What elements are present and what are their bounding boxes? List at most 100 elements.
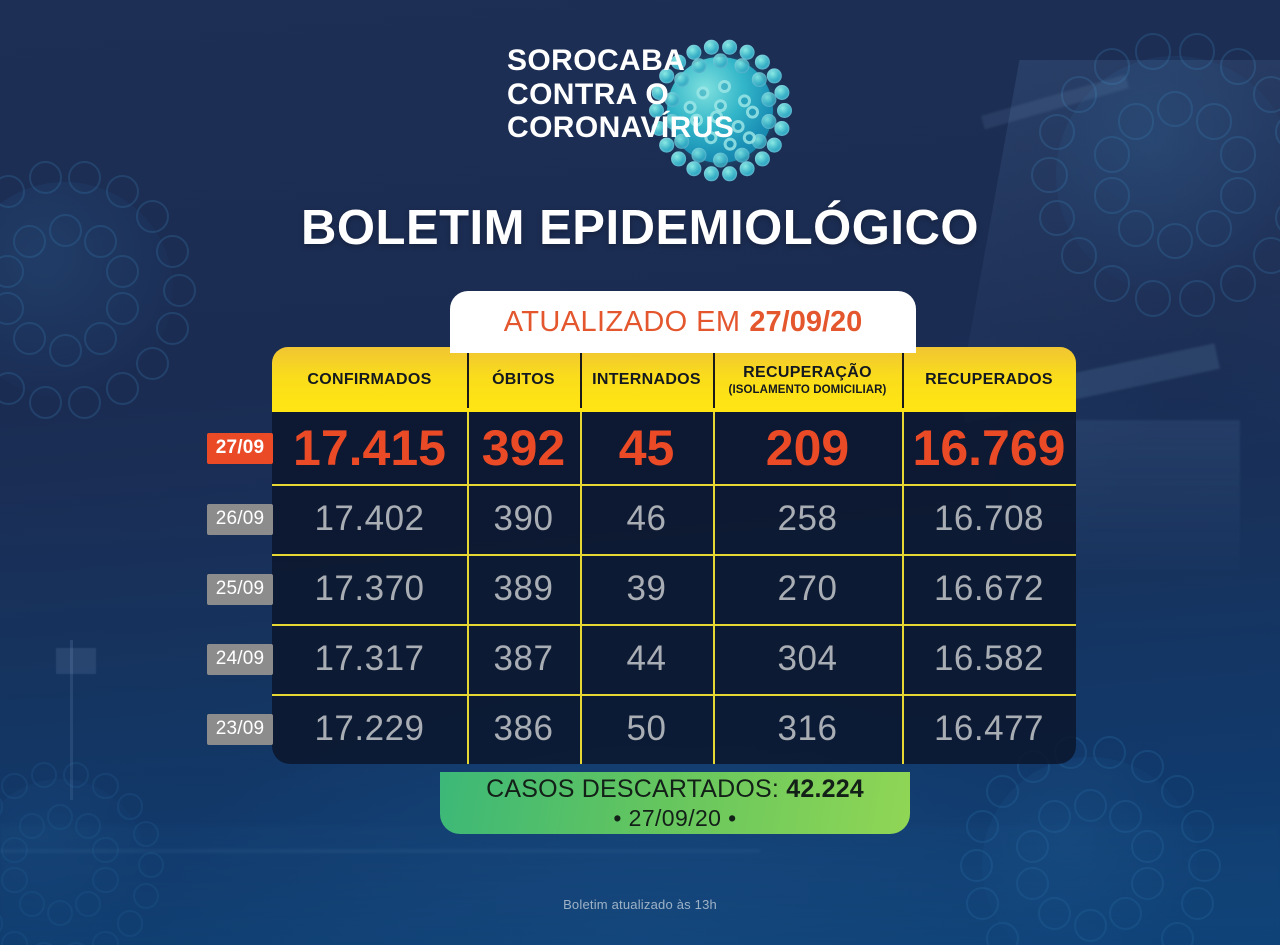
virus-pore bbox=[709, 109, 723, 123]
virus-pore bbox=[731, 119, 745, 133]
cell-obitos: 387 bbox=[467, 621, 580, 697]
virus-spike bbox=[766, 67, 782, 83]
cell-recuperados: 16.582 bbox=[902, 621, 1076, 697]
virus-spike bbox=[0, 910, 4, 937]
virus-spike bbox=[664, 113, 680, 129]
cell-confirmados: 17.229 bbox=[314, 709, 425, 748]
virus-spike bbox=[1135, 280, 1172, 317]
cell-recuperados: 16.769 bbox=[902, 412, 1076, 487]
virus-spike bbox=[132, 820, 159, 847]
virus-spike bbox=[670, 54, 686, 70]
date-badge: 24/09 bbox=[205, 624, 275, 694]
virus-spike bbox=[670, 150, 686, 166]
date-badge-label: 26/09 bbox=[206, 503, 274, 535]
virus-pore bbox=[695, 85, 709, 99]
table-row: 17.415 392 45 209 16.769 bbox=[272, 412, 1076, 487]
background-rail bbox=[0, 849, 760, 853]
table-row: 17.317 387 44 304 16.582 bbox=[272, 621, 1076, 697]
virus-pore bbox=[105, 254, 139, 288]
cell-recuperacao: 258 bbox=[713, 481, 902, 557]
logo-line-2: CONTRA O bbox=[507, 77, 670, 111]
background-flag-pole bbox=[70, 640, 73, 800]
virus-spike bbox=[673, 133, 689, 149]
virus-pore bbox=[1108, 799, 1142, 833]
column-header-internados: INTERNADOS bbox=[580, 347, 713, 412]
virus-spike bbox=[92, 930, 119, 945]
virus-pore bbox=[1, 866, 28, 894]
cell-recuperacao: 270 bbox=[713, 551, 902, 627]
date-badge-label: 25/09 bbox=[206, 573, 274, 605]
column-header-recuperacao: RECUPERAÇÃO (ISOLAMENTO DOMICILIAR) bbox=[713, 347, 902, 412]
virus-spike bbox=[986, 921, 1020, 945]
discarded-cases-banner: CASOS DESCARTADOS: 42.224 • 27/09/20 • bbox=[440, 772, 910, 834]
virus-spike bbox=[1130, 749, 1164, 783]
virus-spike bbox=[1160, 921, 1194, 945]
virus-spike bbox=[966, 809, 1000, 843]
virus-pore bbox=[0, 292, 25, 326]
table-header-row: CONFIRMADOS ÓBITOS INTERNADOS RECUPERAÇÃ… bbox=[272, 347, 1076, 412]
logo-text: SOROCABA CONTRA O CORONAVÍRUS bbox=[507, 44, 734, 145]
virus-spike bbox=[776, 102, 792, 118]
virus-spike bbox=[1, 930, 28, 945]
footer-note: Boletim atualizado às 13h bbox=[563, 897, 717, 912]
date-badge-label: 23/09 bbox=[206, 713, 274, 745]
cell-recuperacao: 304 bbox=[713, 621, 902, 697]
background-virus-watermark-left bbox=[0, 140, 215, 440]
date-badge-today: 27/09 bbox=[205, 412, 275, 484]
cell-recuperados: 16.708 bbox=[902, 481, 1076, 557]
background-virus-watermark-bottom-left bbox=[0, 745, 180, 945]
cell-internados: 39 bbox=[580, 551, 713, 627]
cell-obitos: 390 bbox=[467, 481, 580, 557]
virus-pore bbox=[713, 98, 727, 112]
virus-spike bbox=[959, 848, 993, 882]
virus-pore bbox=[13, 322, 47, 356]
virus-spike bbox=[751, 71, 767, 87]
virus-spike bbox=[116, 793, 144, 820]
virus-spike bbox=[685, 44, 701, 60]
virus-pore bbox=[1038, 799, 1072, 833]
virus-pore bbox=[92, 836, 119, 864]
logo-line-3: CORONAVÍRUS bbox=[507, 111, 735, 145]
virus-pore bbox=[689, 113, 703, 127]
table-row: 17.370 389 39 270 16.672 bbox=[272, 551, 1076, 627]
logo-lockup: SOROCABA CONTRA O CORONAVÍRUS bbox=[0, 22, 1280, 181]
virus-spike bbox=[155, 312, 189, 346]
virus-spike bbox=[1093, 736, 1127, 770]
page-title: BOLETIM EPIDEMIOLÓGICO bbox=[301, 201, 979, 255]
cell-internados: 45 bbox=[580, 412, 713, 487]
virus-spike bbox=[721, 39, 737, 55]
virus-spike bbox=[773, 84, 789, 100]
virus-spike bbox=[1187, 848, 1221, 882]
virus-spike bbox=[773, 120, 789, 136]
logo-line-1: SOROCABA bbox=[507, 44, 686, 77]
cell-recuperacao: 209 bbox=[713, 412, 902, 487]
virus-pore bbox=[1016, 867, 1050, 901]
cell-internados: 46 bbox=[580, 481, 713, 557]
cell-internados: 50 bbox=[580, 691, 713, 764]
column-header-confirmados: CONFIRMADOS bbox=[307, 370, 432, 388]
cell-obitos: 386 bbox=[467, 691, 580, 764]
virus-spike bbox=[760, 91, 776, 107]
table-body: 17.415 392 45 209 16.769 17.402 390 46 2… bbox=[272, 412, 1076, 764]
virus-spike bbox=[703, 39, 719, 55]
table-row: 17.402 390 46 258 16.708 bbox=[272, 481, 1076, 557]
date-badge: 23/09 bbox=[205, 694, 275, 764]
virus-pore bbox=[18, 812, 45, 840]
column-header-recuperados: RECUPERADOS bbox=[902, 347, 1076, 412]
virus-spike bbox=[651, 84, 667, 100]
virus-spike bbox=[734, 57, 749, 73]
date-badge: 25/09 bbox=[205, 554, 275, 624]
virus-spike bbox=[1219, 265, 1256, 302]
virus-spike bbox=[648, 102, 664, 118]
virus-spike bbox=[1094, 265, 1131, 302]
discarded-cases-label: CASOS DESCARTADOS: bbox=[486, 774, 780, 803]
coronavirus-particle-icon bbox=[640, 30, 800, 190]
column-header-obitos: ÓBITOS bbox=[467, 347, 580, 412]
virus-spike bbox=[116, 910, 144, 937]
discarded-cases-value: 42.224 bbox=[786, 774, 864, 803]
virus-spike bbox=[691, 57, 706, 73]
virus-spike bbox=[712, 52, 728, 68]
virus-pore bbox=[742, 130, 756, 144]
cell-obitos: 392 bbox=[467, 412, 580, 487]
